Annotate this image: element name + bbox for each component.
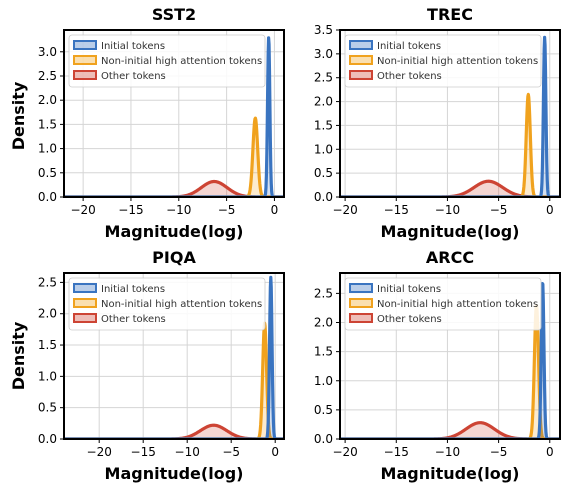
chart-title: ARCC — [426, 248, 474, 267]
legend-swatch-other — [349, 70, 373, 80]
ylabel-top: Density — [9, 81, 28, 150]
y-tick-label: 2.0 — [314, 95, 333, 109]
y-tick-label: 1.5 — [38, 338, 57, 352]
y-tick-label: 2.0 — [38, 93, 57, 107]
legend-box — [68, 277, 266, 331]
legend-label-initial: Initial tokens — [101, 41, 165, 52]
y-tick-label: 0.5 — [38, 401, 57, 415]
legend-box — [344, 34, 542, 88]
x-tick-label: −15 — [384, 203, 409, 217]
legend-swatch-initial — [73, 40, 97, 50]
legend-swatch-initial — [73, 283, 97, 293]
x-tick-label: 0 — [546, 203, 554, 217]
y-tick-label: 0.0 — [314, 432, 333, 446]
panel-trec: −20 −15 −10 −5 0 0.0 0.5 1.0 1.5 2.0 2.5 3.0 3.5 TREC… — [314, 5, 561, 241]
legend-label-other: Other tokens — [377, 314, 442, 325]
legend-label-noninitial: Non-initial high attention tokens — [101, 299, 262, 310]
chart-title: PIQA — [152, 248, 196, 267]
ylabel-bottom: Density — [9, 321, 28, 390]
legend-box — [68, 34, 266, 88]
y-tick-label: 1.0 — [314, 142, 333, 156]
legend-label-noninitial: Non-initial high attention tokens — [377, 56, 538, 67]
legend-label-noninitial: Non-initial high attention tokens — [377, 299, 538, 310]
x-tick-label: −10 — [175, 445, 200, 459]
axes-frame — [63, 272, 285, 440]
y-tick-label: 1.5 — [38, 117, 57, 131]
y-tick-label: 2.5 — [38, 69, 57, 83]
y-tick-label: 0.0 — [314, 190, 333, 204]
density-fill-other — [64, 425, 284, 439]
y-tick-label: 3.0 — [314, 47, 333, 61]
y-tick-label: 0.5 — [38, 166, 57, 180]
legend-label-noninitial: Non-initial high attention tokens — [101, 56, 262, 67]
y-tick-label: 3.5 — [314, 23, 333, 37]
x-tick-label: −5 — [218, 203, 236, 217]
x-tick-label: −10 — [435, 203, 460, 217]
x-tick-label: −5 — [490, 203, 508, 217]
chart-title: SST2 — [152, 5, 196, 24]
x-tick-label: −20 — [332, 203, 357, 217]
y-tick-label: 0.0 — [38, 190, 57, 204]
y-tick-label: 0.5 — [314, 166, 333, 180]
density-fill-other — [64, 181, 284, 197]
legend-label-other: Other tokens — [101, 314, 166, 325]
legend-swatch-initial — [349, 40, 373, 50]
panel-sst2: −20 −15 −10 −5 0 0.0 0.5 1.0 1.5 2.0 2.5 3.0 SST2 Mag… — [38, 5, 285, 241]
density-fill-noninitial — [340, 305, 560, 439]
legend-swatch-noninitial — [73, 55, 97, 65]
y-tick-label: 1.5 — [314, 118, 333, 132]
y-tick-label: 1.0 — [38, 369, 57, 383]
y-tick-label: 2.5 — [314, 71, 333, 85]
y-tick-label: 3.0 — [38, 45, 57, 59]
y-tick-label: 1.5 — [314, 345, 333, 359]
y-tick-label: 2.5 — [38, 275, 57, 289]
y-tick-label: 0.0 — [38, 432, 57, 446]
x-tick-label: 0 — [546, 445, 554, 459]
x-tick-label: −10 — [166, 203, 191, 217]
legend-swatch-other — [73, 313, 97, 323]
legend-label-other: Other tokens — [377, 71, 442, 82]
panel-arcc: −20 −15 −10 −5 0 0.0 0.5 1.0 1.5 2.0 2.5 ARCC Magnit… — [314, 248, 561, 483]
y-tick-label: 0.5 — [314, 403, 333, 417]
x-tick-label: −15 — [118, 203, 143, 217]
legend-label-initial: Initial tokens — [101, 284, 165, 295]
legend-label-other: Other tokens — [101, 71, 166, 82]
y-tick-label: 2.5 — [314, 286, 333, 300]
axes-frame — [339, 29, 561, 198]
x-axis-label: Magnitude(log) — [105, 222, 244, 241]
x-tick-label: 0 — [271, 445, 279, 459]
y-tick-label: 1.0 — [38, 142, 57, 156]
legend-swatch-other — [349, 313, 373, 323]
legend-swatch-other — [73, 70, 97, 80]
axes-frame — [339, 272, 561, 440]
x-tick-label: −15 — [131, 445, 156, 459]
y-tick-label: 2.0 — [38, 307, 57, 321]
x-tick-label: −10 — [435, 445, 460, 459]
x-tick-label: −5 — [490, 445, 508, 459]
legend-box — [344, 277, 542, 331]
legend-label-initial: Initial tokens — [377, 41, 441, 52]
x-tick-label: −20 — [70, 203, 95, 217]
density-fill-other — [340, 181, 560, 197]
legend-swatch-initial — [349, 283, 373, 293]
y-tick-label: 2.0 — [314, 316, 333, 330]
legend-swatch-noninitial — [349, 298, 373, 308]
x-tick-label: −20 — [87, 445, 112, 459]
legend-swatch-noninitial — [73, 298, 97, 308]
x-tick-label: −15 — [384, 445, 409, 459]
chart-title: TREC — [427, 5, 473, 24]
y-tick-label: 1.0 — [314, 374, 333, 388]
axes-frame — [63, 29, 285, 198]
legend-label-initial: Initial tokens — [377, 284, 441, 295]
x-tick-label: −20 — [332, 445, 357, 459]
x-tick-label: −5 — [222, 445, 240, 459]
panel-piqa: −20 −15 −10 −5 0 0.0 0.5 1.0 1.5 2.0 2.5 PIQA Magnit… — [38, 248, 285, 483]
density-line-noninitial — [340, 92, 560, 197]
x-axis-label: Magnitude(log) — [105, 464, 244, 483]
x-axis-label: Magnitude(log) — [381, 222, 520, 241]
legend-swatch-noninitial — [349, 55, 373, 65]
x-axis-label: Magnitude(log) — [381, 464, 520, 483]
x-tick-label: 0 — [271, 203, 279, 217]
